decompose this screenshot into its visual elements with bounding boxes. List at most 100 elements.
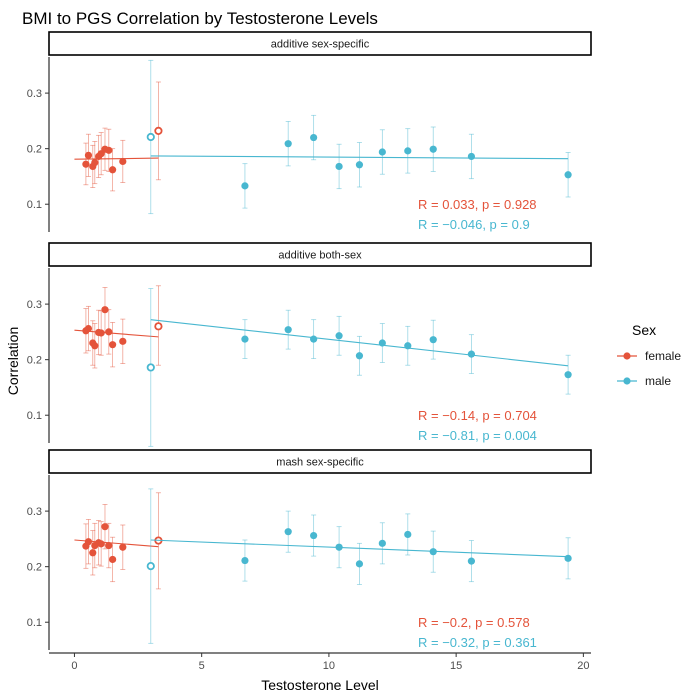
female-series (74, 492, 163, 590)
y-tick-label: 0.2 (27, 562, 42, 574)
male-point (564, 171, 572, 179)
male-point (429, 336, 437, 344)
legend-label-female: female (645, 349, 681, 363)
male-point (355, 161, 364, 169)
male-point (404, 147, 412, 155)
male-point (378, 148, 386, 156)
y-tick-label: 0.3 (27, 88, 42, 100)
male-series (146, 288, 572, 447)
male-point (335, 162, 343, 171)
male-point (467, 350, 476, 358)
female-point (91, 158, 99, 167)
male-point (310, 531, 318, 540)
male-point (146, 363, 155, 372)
male-stat-label: R = −0.81, p = 0.004 (418, 428, 537, 443)
facet-strip-label: additive both-sex (278, 250, 362, 262)
panel-2: additive both-sex 0.1 0.2 0.3 R = −0.14, p =… (27, 242, 592, 447)
male-point (146, 562, 155, 571)
x-axis: 0 5 10 15 20 (49, 652, 591, 672)
chart-title: BMI to PGS Correlation by Testosterone L… (22, 9, 378, 28)
male-point (310, 335, 318, 343)
male-point (378, 339, 386, 347)
facet-strip (48, 449, 592, 474)
male-series (146, 59, 572, 215)
male-point (404, 530, 412, 539)
male-point (429, 145, 437, 153)
male-series (146, 488, 572, 644)
female-point (109, 166, 117, 174)
male-point (429, 548, 437, 556)
legend: Sex female male (617, 322, 681, 388)
female-series (74, 81, 163, 192)
x-tick-label: 5 (199, 660, 205, 672)
female-stat-label: R = 0.033, p = 0.928 (418, 197, 537, 212)
chart-panels: additive sex-specific 0.1 0.2 0.3 R = 0.033,… (27, 31, 592, 650)
male-point (355, 560, 364, 568)
male-point (241, 556, 249, 565)
female-point (97, 329, 105, 337)
female-point (105, 541, 113, 550)
male-point (241, 182, 249, 190)
y-axis-label: Correlation (5, 327, 21, 395)
male-point (284, 528, 292, 536)
female-point (119, 337, 127, 345)
x-tick-label: 20 (577, 660, 589, 672)
male-point (284, 140, 292, 148)
panel-1: additive sex-specific 0.1 0.2 0.3 R = 0.033,… (27, 31, 592, 232)
female-point (89, 549, 97, 557)
facet-strip-label: additive sex-specific (271, 39, 370, 51)
y-tick-label: 0.1 (27, 617, 42, 629)
male-point (284, 326, 292, 334)
y-tick-label: 0.3 (27, 299, 42, 311)
male-point (335, 543, 343, 551)
female-point (105, 328, 113, 336)
female-point (84, 324, 93, 333)
female-series (74, 285, 163, 369)
x-tick-label: 15 (450, 660, 462, 672)
facet-strip (48, 242, 592, 267)
facet-strip (48, 31, 592, 56)
x-axis-label: Testosterone Level (261, 677, 379, 693)
legend-title: Sex (632, 322, 656, 338)
female-point (154, 126, 163, 135)
y-tick-label: 0.2 (27, 355, 42, 367)
female-point (84, 151, 93, 159)
female-point (154, 322, 163, 331)
male-point (404, 342, 412, 350)
y-tick-label: 0.3 (27, 506, 42, 518)
male-point (467, 152, 476, 161)
female-point (101, 306, 109, 314)
male-point (335, 332, 343, 340)
y-tick-label: 0.2 (27, 144, 42, 156)
y-tick-label: 0.1 (27, 199, 42, 211)
x-tick-label: 0 (71, 660, 77, 672)
female-point (109, 555, 117, 564)
male-point (355, 352, 364, 360)
male-point (467, 557, 476, 565)
y-tick-label: 0.1 (27, 410, 42, 422)
female-point (101, 523, 109, 531)
female-point (97, 540, 105, 548)
female-point (105, 146, 113, 154)
female-point (109, 341, 117, 349)
x-tick-label: 10 (323, 660, 335, 672)
panel-3: mash sex-specific 0.1 0.2 0.3 R = −0.2, p = … (27, 449, 592, 650)
female-point (119, 543, 127, 551)
legend-key-point (623, 377, 631, 385)
facet-strip-label: mash sex-specific (276, 457, 364, 469)
male-point (378, 539, 386, 547)
male-point (564, 554, 572, 562)
male-point (241, 335, 249, 343)
legend-label-male: male (645, 374, 671, 388)
female-point (91, 342, 99, 350)
male-stat-label: R = −0.046, p = 0.9 (418, 217, 530, 232)
legend-key-point (623, 352, 631, 360)
female-point (82, 160, 90, 168)
female-stat-label: R = −0.2, p = 0.578 (418, 615, 530, 630)
male-point (146, 132, 155, 142)
female-stat-label: R = −0.14, p = 0.704 (418, 408, 537, 423)
female-point (84, 538, 93, 546)
female-point (119, 157, 127, 166)
male-point (564, 371, 572, 379)
